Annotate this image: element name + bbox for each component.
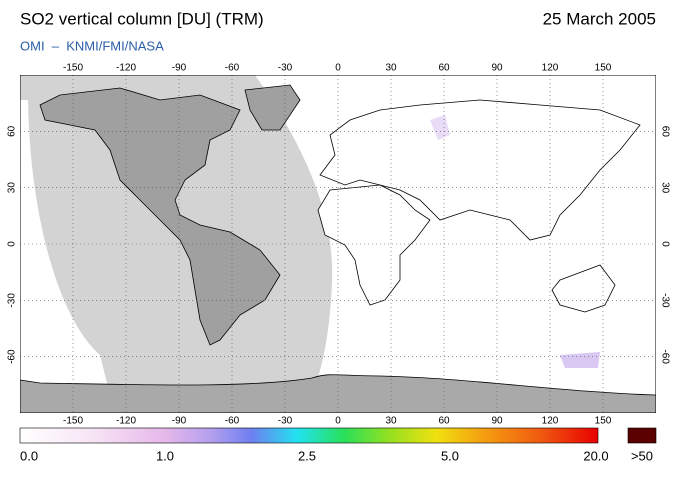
lon-tick-label: -90 xyxy=(172,416,187,427)
lon-tick-label: 120 xyxy=(542,416,559,427)
lon-tick-label: 90 xyxy=(491,416,503,427)
lon-tick-label: 60 xyxy=(438,63,450,74)
lon-tick-label: -120 xyxy=(116,416,136,427)
colorbar-label: 2.5 xyxy=(298,448,316,463)
lat-tick-label: 60 xyxy=(7,125,18,137)
lon-tick-label: 150 xyxy=(595,63,612,74)
lon-tick-label: 120 xyxy=(542,63,559,74)
lat-tick-label: -30 xyxy=(659,293,670,308)
graticule xyxy=(20,75,656,413)
colorbar-label: 5.0 xyxy=(441,448,459,463)
colorbar-label: 0.0 xyxy=(20,448,38,463)
map xyxy=(20,75,656,413)
lat-tick-label: -30 xyxy=(7,293,18,308)
lon-tick-label: 30 xyxy=(385,63,397,74)
lat-tick-label: 0 xyxy=(7,241,18,247)
lat-tick-label: -60 xyxy=(659,349,670,364)
lon-tick-label: 150 xyxy=(595,416,612,427)
lat-tick-label: -60 xyxy=(7,349,18,364)
lon-tick-label: -90 xyxy=(172,63,187,74)
lat-tick-label: 0 xyxy=(659,241,670,247)
lon-tick-label: -60 xyxy=(225,63,240,74)
lat-tick-label: 60 xyxy=(659,126,670,138)
lon-tick-label: 0 xyxy=(335,63,341,74)
greenland xyxy=(244,84,301,131)
colorbar xyxy=(19,427,599,444)
colorbar-label: >50 xyxy=(631,448,653,463)
lon-tick-label: 60 xyxy=(438,416,450,427)
colorbar-label: 1.0 xyxy=(156,448,174,463)
credit: OMI – KNMI/FMI/NASA xyxy=(20,38,164,53)
colorbar-label: 20.0 xyxy=(583,448,608,463)
lon-tick-label: -150 xyxy=(63,416,83,427)
lon-tick-label: -30 xyxy=(278,63,293,74)
eurasia xyxy=(319,99,641,241)
title: SO2 vertical column [DU] (TRM) xyxy=(20,9,264,28)
so2-patch xyxy=(430,115,450,140)
australia xyxy=(551,264,616,313)
lat-tick-label: 30 xyxy=(659,182,670,194)
lat-tick-label: 30 xyxy=(7,182,18,194)
antarctica xyxy=(20,78,656,413)
americas xyxy=(39,87,281,346)
lon-tick-label: -120 xyxy=(116,63,136,74)
colorbar-overflow xyxy=(627,427,657,444)
lon-tick-label: 90 xyxy=(491,63,503,74)
lon-tick-label: 0 xyxy=(335,416,341,427)
lon-tick-label: 30 xyxy=(385,416,397,427)
africa xyxy=(317,184,431,306)
lon-tick-label: -150 xyxy=(63,63,83,74)
date: 25 March 2005 xyxy=(543,9,656,28)
lon-tick-label: -60 xyxy=(225,416,240,427)
so2-patch xyxy=(560,352,600,368)
lon-tick-label: -30 xyxy=(278,416,293,427)
